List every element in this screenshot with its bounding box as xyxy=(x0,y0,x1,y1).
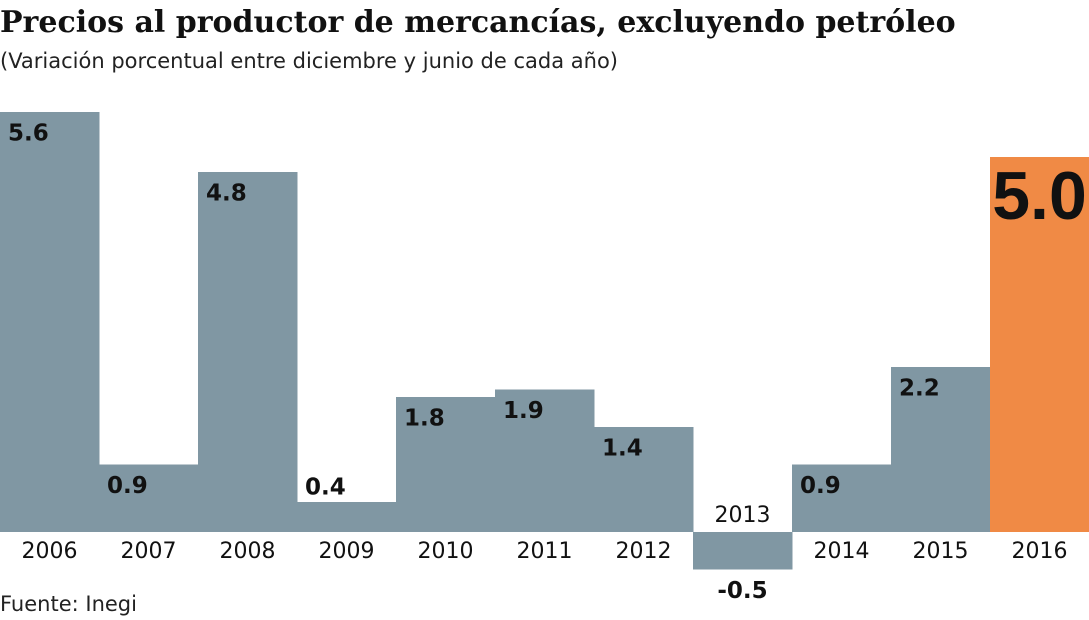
x-tick-label: 2013 xyxy=(715,503,771,528)
chart-subtitle: (Variación porcentual entre diciembre y … xyxy=(0,49,618,73)
x-tick-label: 2015 xyxy=(913,539,969,564)
value-label: 5.0 xyxy=(992,158,1087,234)
chart-title: Precios al productor de mercancías, excl… xyxy=(0,5,956,40)
x-tick-label: 2010 xyxy=(418,539,474,564)
x-tick-label: 2016 xyxy=(1012,539,1068,564)
x-tick-label: 2007 xyxy=(121,539,177,564)
bar xyxy=(990,157,1089,532)
bar xyxy=(693,532,793,570)
x-tick-label: 2006 xyxy=(22,539,78,564)
source: Fuente: Inegi xyxy=(0,592,137,616)
x-tick-label: 2011 xyxy=(517,539,573,564)
value-label: 0.9 xyxy=(800,473,841,499)
value-label: 4.8 xyxy=(206,181,247,207)
x-tick-label: 2009 xyxy=(319,539,375,564)
bar xyxy=(792,464,892,532)
value-label: -0.5 xyxy=(717,578,767,604)
x-tick-label: 2012 xyxy=(616,539,672,564)
bar xyxy=(495,389,595,532)
value-label: 0.9 xyxy=(107,473,148,499)
bar xyxy=(99,464,199,532)
value-label: 1.9 xyxy=(503,398,544,424)
value-label: 1.4 xyxy=(602,436,643,462)
value-label: 1.8 xyxy=(404,406,445,432)
bar xyxy=(198,172,298,532)
bar xyxy=(891,367,991,532)
bar xyxy=(594,427,694,532)
bar xyxy=(396,397,496,532)
bar xyxy=(0,112,100,532)
x-tick-label: 2014 xyxy=(814,539,870,564)
value-label: 5.6 xyxy=(8,121,49,147)
value-label: 2.2 xyxy=(899,376,940,402)
bar xyxy=(297,502,397,532)
value-label: 0.4 xyxy=(305,475,346,501)
x-tick-label: 2008 xyxy=(220,539,276,564)
